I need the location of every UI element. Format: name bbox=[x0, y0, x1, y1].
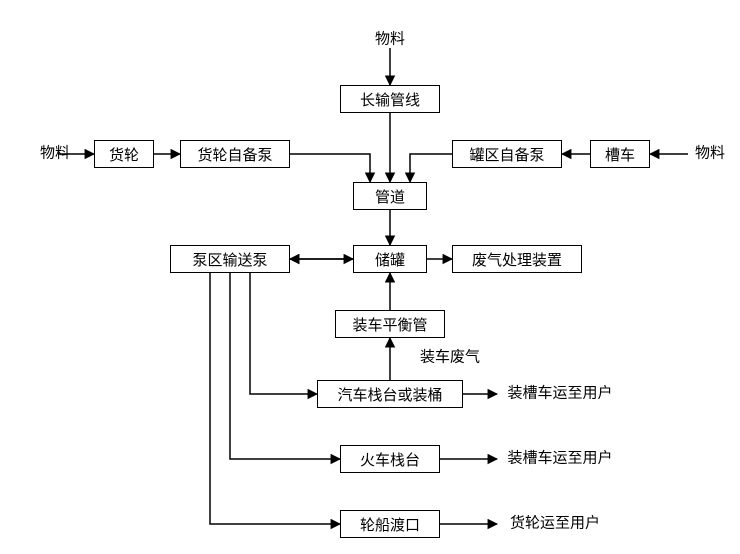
text-pipe_long: 长输管线 bbox=[360, 89, 420, 110]
label-mat_right: 物料 bbox=[695, 142, 725, 163]
label-train_user: 装槽车运至用户 bbox=[507, 447, 612, 468]
text-pipe: 管道 bbox=[375, 186, 405, 207]
node-waste_gas: 废气处理装置 bbox=[452, 245, 582, 273]
text-balance: 装车平衡管 bbox=[352, 314, 427, 335]
node-truck: 汽车栈台或装桶 bbox=[317, 380, 463, 408]
text-mat_top: 物料 bbox=[375, 32, 405, 48]
text-ship_pump: 货轮自备泵 bbox=[197, 144, 272, 165]
text-train: 火车栈台 bbox=[360, 449, 420, 470]
node-ship_pump: 货轮自备泵 bbox=[180, 140, 290, 168]
node-tank_car: 槽车 bbox=[590, 140, 650, 168]
edge-tank_pump-pipe bbox=[410, 154, 452, 182]
node-pipe_long: 长输管线 bbox=[340, 85, 440, 113]
text-waste_lbl: 装车废气 bbox=[420, 350, 480, 366]
node-train: 火车栈台 bbox=[340, 445, 440, 473]
node-tank_pump: 罐区自备泵 bbox=[452, 140, 562, 168]
node-ship: 货轮 bbox=[94, 140, 154, 168]
label-mat_top: 物料 bbox=[375, 28, 405, 49]
text-truck: 汽车栈台或装桶 bbox=[337, 384, 442, 405]
node-pump_zone: 泵区输送泵 bbox=[170, 245, 290, 273]
node-tank: 储罐 bbox=[353, 245, 427, 273]
label-truck_user: 装槽车运至用户 bbox=[507, 382, 612, 403]
text-train_user: 装槽车运至用户 bbox=[507, 451, 612, 467]
label-ferry_user: 货轮运至用户 bbox=[510, 512, 600, 533]
text-tank_pump: 罐区自备泵 bbox=[469, 144, 544, 165]
text-pump_zone: 泵区输送泵 bbox=[192, 249, 267, 270]
node-balance: 装车平衡管 bbox=[335, 310, 445, 338]
text-ship: 货轮 bbox=[109, 144, 139, 165]
text-tank_car: 槽车 bbox=[605, 144, 635, 165]
text-ferry_user: 货轮运至用户 bbox=[510, 516, 600, 532]
node-ferry: 轮船渡口 bbox=[340, 510, 440, 538]
edge-pump_zone-truck bbox=[250, 273, 317, 394]
text-tank: 储罐 bbox=[375, 249, 405, 270]
text-mat_left: 物料 bbox=[40, 146, 70, 162]
flowchart-canvas: 物料长输管线物料货轮货轮自备泵罐区自备泵槽车物料管道泵区输送泵储罐废气处理装置装… bbox=[0, 0, 740, 554]
edge-ship_pump-pipe bbox=[290, 154, 370, 182]
node-pipe: 管道 bbox=[353, 182, 427, 210]
label-mat_left: 物料 bbox=[40, 142, 70, 163]
text-waste_gas: 废气处理装置 bbox=[472, 249, 562, 270]
text-truck_user: 装槽车运至用户 bbox=[507, 386, 612, 402]
text-mat_right: 物料 bbox=[695, 146, 725, 162]
text-ferry: 轮船渡口 bbox=[360, 514, 420, 535]
edge-pump_zone-train bbox=[230, 273, 340, 459]
label-waste_lbl: 装车废气 bbox=[420, 346, 480, 367]
